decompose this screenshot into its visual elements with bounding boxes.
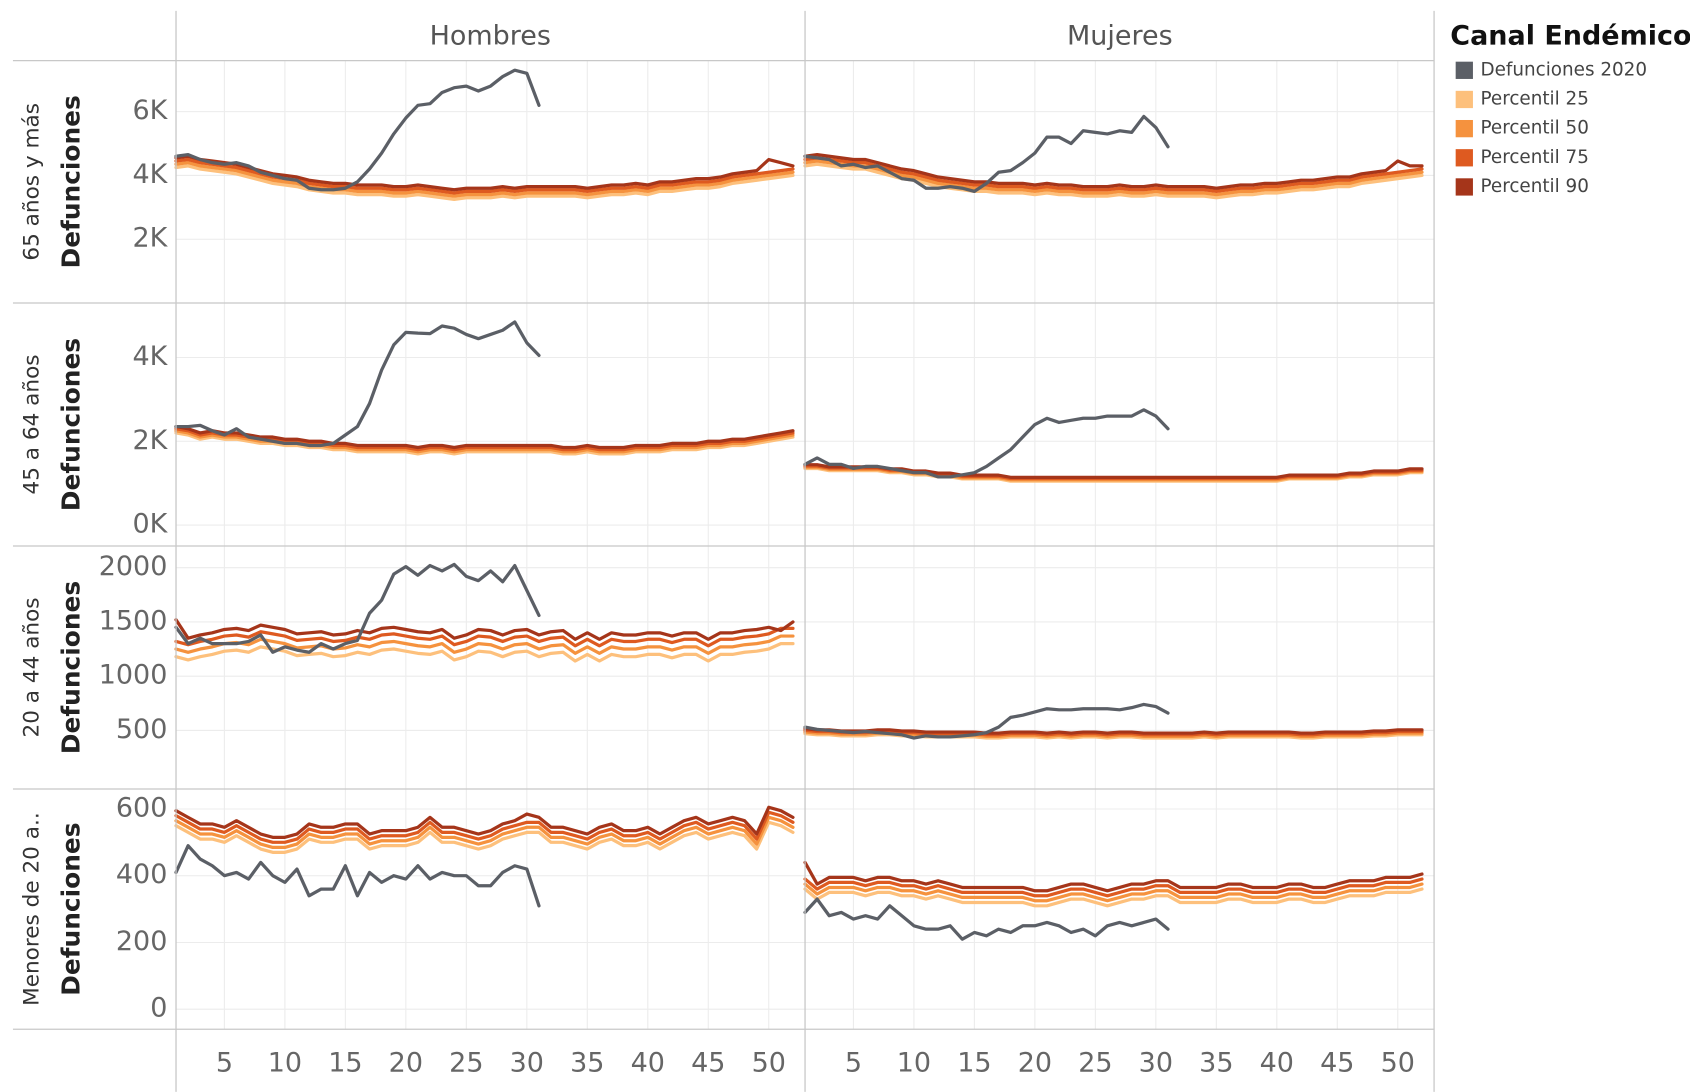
x-tick-label: 15 <box>328 1047 362 1078</box>
labels: 5 10 15 20 25 30 35 40 45 50 5 10 15 20 25 30 35 40 45 50 65… <box>19 59 1647 1078</box>
x-tick-label: 35 <box>1199 1047 1233 1078</box>
legend-label: Percentil 25 <box>1481 88 1589 109</box>
series-line <box>174 154 795 192</box>
x-tick-label: 10 <box>897 1047 931 1078</box>
legend-title: Canal Endémico <box>1450 20 1690 51</box>
y-tick-label: 4K <box>133 159 169 190</box>
x-tick-label: 20 <box>1018 1047 1052 1078</box>
series-line <box>803 153 1424 190</box>
series-line <box>803 408 1170 479</box>
y-tick-label: 4K <box>133 341 169 372</box>
series-line <box>174 431 795 456</box>
y-tick-label: 0 <box>150 993 167 1024</box>
y-axis-title: Defunciones <box>56 338 85 511</box>
grid <box>176 60 1435 1030</box>
series-line <box>174 820 795 854</box>
series-line <box>174 68 541 192</box>
series-line <box>174 844 541 908</box>
series-line <box>174 562 541 654</box>
column-header: Hombres <box>430 20 551 51</box>
series-line <box>174 427 795 452</box>
y-axis-title: Defunciones <box>56 823 85 996</box>
lines <box>174 68 1424 941</box>
y-tick-label: 2000 <box>99 551 168 582</box>
y-tick-label: 1000 <box>99 660 168 691</box>
y-axis-title: Defunciones <box>56 95 85 268</box>
x-tick-label: 50 <box>752 1047 786 1078</box>
legend-swatch <box>1455 119 1473 138</box>
series-line <box>803 860 1424 893</box>
x-tick-label: 50 <box>1381 1047 1415 1078</box>
legend-label: Percentil 75 <box>1481 147 1589 168</box>
series-line <box>174 164 795 201</box>
series-line <box>803 463 1424 479</box>
series-line <box>174 810 795 844</box>
x-tick-label: 25 <box>1078 1047 1112 1078</box>
legend-label: Defunciones 2020 <box>1481 59 1648 80</box>
x-tick-label: 10 <box>268 1047 302 1078</box>
series-line <box>174 161 795 198</box>
series-line <box>174 626 795 648</box>
y-tick-label: 600 <box>116 792 168 823</box>
x-tick-label: 15 <box>957 1047 991 1078</box>
legend-swatch <box>1455 90 1473 109</box>
y-tick-label: 400 <box>116 859 168 890</box>
x-tick-label: 35 <box>570 1047 604 1078</box>
x-tick-label: 40 <box>631 1047 665 1078</box>
row-label: 65 años y más <box>19 103 44 261</box>
y-tick-label: 500 <box>116 714 168 745</box>
series-line <box>174 805 795 839</box>
x-tick-label: 25 <box>449 1047 483 1078</box>
series-line <box>174 815 795 850</box>
y-tick-label: 200 <box>116 926 168 957</box>
x-tick-label: 5 <box>216 1047 233 1078</box>
legend-swatch <box>1455 61 1473 79</box>
y-tick-label: 2K <box>133 223 169 254</box>
series-line <box>803 702 1170 740</box>
legend-label: Percentil 90 <box>1481 176 1589 197</box>
x-tick-label: 45 <box>691 1047 725 1078</box>
series-line <box>803 882 1424 903</box>
row-label: 20 a 44 años <box>19 597 44 737</box>
y-tick-label: 2K <box>133 425 169 456</box>
legend-label: Percentil 50 <box>1481 118 1589 139</box>
x-tick-label: 45 <box>1320 1047 1354 1078</box>
legend-swatch <box>1455 149 1473 167</box>
x-tick-label: 30 <box>1139 1047 1173 1078</box>
x-tick-label: 30 <box>510 1047 544 1078</box>
y-axis-title: Defunciones <box>56 581 85 754</box>
series-line <box>174 618 795 641</box>
series-line <box>803 159 1424 197</box>
x-tick-label: 40 <box>1260 1047 1294 1078</box>
series-line <box>803 114 1170 193</box>
x-tick-label: 20 <box>389 1047 423 1078</box>
series-line <box>803 887 1424 908</box>
frame <box>12 10 1435 1092</box>
series-line <box>803 877 1424 898</box>
series-line <box>174 634 795 655</box>
series-line <box>174 320 541 448</box>
row-label: 45 a 64 años <box>19 354 44 494</box>
x-tick-label: 5 <box>845 1047 862 1078</box>
y-tick-label: 6K <box>133 95 169 126</box>
series-line <box>803 156 1424 193</box>
series-line <box>174 424 795 450</box>
legend-swatch <box>1455 178 1473 196</box>
y-tick-label: 0K <box>133 509 169 540</box>
series-line <box>803 727 1424 735</box>
column-header: Mujeres <box>1067 20 1173 51</box>
row-label: Menores de 20 a.. <box>19 812 44 1006</box>
series-line <box>803 897 1170 941</box>
y-tick-label: 1500 <box>99 605 168 636</box>
